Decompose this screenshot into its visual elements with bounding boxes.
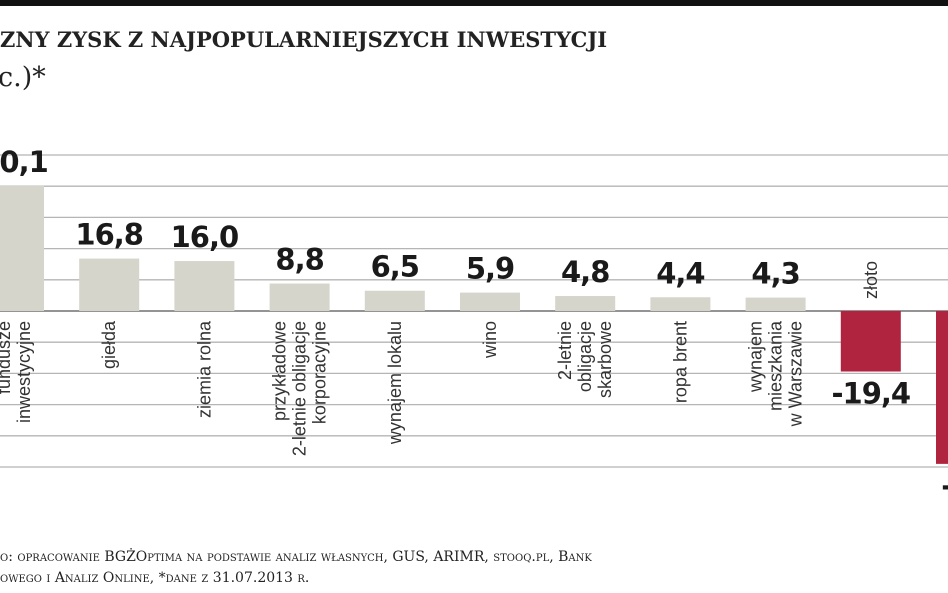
bar <box>79 258 140 311</box>
value-label: 40,1 <box>0 145 48 179</box>
bar <box>745 297 806 311</box>
chart-subtitle: c.)* <box>0 62 46 93</box>
value-label: 8,8 <box>275 243 323 277</box>
x-tick-label: inwestycyjne <box>14 321 34 423</box>
value-label: -19,4 <box>832 377 911 411</box>
bar <box>936 311 948 464</box>
value-label: 4,8 <box>561 255 609 289</box>
x-tick-label: korporacyjne <box>310 321 330 424</box>
x-tick-label: w Warszawie <box>786 321 806 427</box>
x-tick-label: wino <box>480 321 500 359</box>
x-tick-label: obligacje <box>575 321 595 392</box>
x-tick-label: 2-letnie obligacje <box>290 321 310 456</box>
bar <box>0 185 44 311</box>
x-tick-label: mieszkania <box>766 320 786 411</box>
x-tick-label: fundusze <box>0 321 14 394</box>
value-label: 16,8 <box>75 218 143 252</box>
top-rule <box>0 0 948 6</box>
x-tick-label: przykładowe <box>270 321 290 421</box>
bar <box>174 261 235 311</box>
value-label: 4,4 <box>656 256 704 290</box>
x-tick-label: giełda <box>99 320 119 369</box>
value-label: 4,3 <box>751 257 799 291</box>
x-tick-label: wynajem lokalu <box>385 321 405 445</box>
chart-title: ZNY ZYSK Z NAJPOPULARNIEJSZYCH INWESTYCJ… <box>0 27 607 52</box>
bar <box>269 283 330 311</box>
x-tick-label: ropa brent <box>670 321 690 403</box>
bar <box>460 292 520 311</box>
x-tick-label: ziemia rolna <box>194 320 214 418</box>
x-tick-label: wynajem <box>746 321 766 393</box>
source: owego i Analiz Online, *dane z 31.07.201… <box>0 570 309 586</box>
value-label: -49 <box>941 469 948 503</box>
value-label: 6,5 <box>371 250 419 284</box>
bar <box>555 296 616 311</box>
source: o: opracowanie BGŻOptima na podstawie an… <box>0 547 592 565</box>
bar <box>650 297 711 311</box>
x-tick-label: 2-letnie <box>555 321 575 380</box>
value-label: 16,0 <box>171 220 239 254</box>
x-tick-label: złoto <box>861 261 881 299</box>
bar <box>364 290 425 311</box>
value-label: 5,9 <box>466 252 514 286</box>
x-tick-label: skarbowe <box>595 321 615 398</box>
bar <box>840 311 901 372</box>
